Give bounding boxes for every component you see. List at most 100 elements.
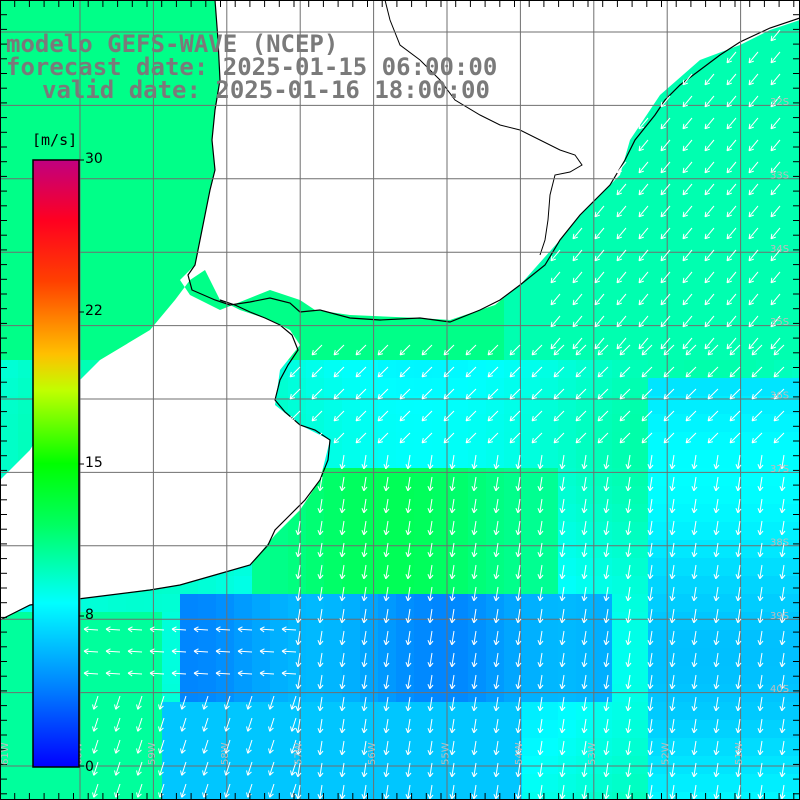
wind-vector-arrow — [669, 454, 676, 470]
wind-vector-arrow — [449, 718, 456, 734]
wind-vector-arrow — [399, 366, 411, 378]
wind-vector-arrow — [735, 740, 742, 756]
wind-vector-arrow — [259, 670, 275, 677]
wind-vector-arrow — [713, 718, 720, 734]
wind-vector-arrow — [751, 432, 763, 444]
wind-vector-arrow — [399, 344, 411, 356]
wind-vector-arrow — [289, 366, 301, 378]
wind-vector-arrow — [333, 432, 345, 444]
wind-vector-arrow — [493, 652, 500, 668]
wind-vector-arrow — [339, 674, 346, 690]
wind-vector-arrow — [726, 271, 737, 284]
wind-vector-arrow — [487, 344, 499, 356]
wind-vector-arrow — [704, 139, 715, 152]
wind-vector-arrow — [641, 388, 653, 400]
wind-vector-arrow — [647, 542, 654, 558]
lon-label: 56W — [367, 742, 378, 765]
wind-vector-arrow — [471, 762, 478, 778]
wind-vector-arrow — [685, 388, 697, 400]
wind-vector-arrow — [405, 630, 412, 646]
wind-vector-arrow — [770, 161, 781, 174]
wind-vector-arrow — [465, 344, 477, 356]
wind-vector-arrow — [757, 520, 764, 536]
wind-vector-arrow — [515, 520, 522, 536]
wind-vector-arrow — [383, 476, 390, 492]
title-model: modelo GEFS-WAVE (NCEP) — [6, 30, 339, 58]
wind-vector-arrow — [603, 740, 610, 756]
wind-vector-arrow — [92, 739, 99, 754]
wind-vector-arrow — [575, 410, 587, 422]
wind-vector-arrow — [594, 337, 605, 350]
wind-vector-arrow — [735, 454, 742, 470]
colorbar-units: [m/s] — [32, 131, 78, 149]
wind-vector-arrow — [619, 366, 631, 378]
wind-vector-arrow — [224, 739, 231, 754]
wind-vector-arrow — [180, 739, 187, 754]
wind-vector-arrow — [660, 95, 671, 108]
wind-vector-arrow — [559, 674, 566, 690]
wind-vector-arrow — [246, 739, 253, 754]
wind-vector-arrow — [603, 608, 610, 624]
wind-vector-arrow — [290, 739, 297, 754]
wind-vector-arrow — [616, 271, 627, 284]
wind-vector-arrow — [92, 717, 99, 732]
wind-vector-arrow — [311, 388, 323, 400]
wind-vector-arrow — [339, 740, 346, 756]
wind-vector-arrow — [713, 674, 720, 690]
wind-vector-arrow — [443, 388, 455, 400]
wind-vector-arrow — [625, 652, 632, 668]
wind-vector-arrow — [290, 695, 297, 710]
wind-vector-arrow — [572, 293, 583, 306]
wind-vector-arrow — [290, 761, 297, 776]
wind-vector-arrow — [603, 520, 610, 536]
wind-vector-arrow — [537, 454, 544, 470]
wind-vector-arrow — [449, 476, 456, 492]
wind-vector-arrow — [127, 648, 143, 655]
wind-vector-arrow — [779, 476, 786, 492]
wind-vector-arrow — [449, 630, 456, 646]
wind-vector-arrow — [405, 586, 412, 602]
wind-vector-arrow — [726, 161, 737, 174]
wind-vector-arrow — [281, 626, 297, 633]
wind-vector-arrow — [383, 564, 390, 580]
wind-vector-arrow — [726, 73, 737, 86]
wind-vector-arrow — [647, 608, 654, 624]
wind-vector-arrow — [295, 740, 302, 756]
colorbar-ticks — [79, 159, 84, 767]
wind-vector-arrow — [660, 337, 671, 350]
wind-vector-arrow — [427, 498, 434, 514]
wind-vector-arrow — [290, 717, 297, 732]
wind-vector-arrow — [660, 249, 671, 262]
wind-vector-arrow — [361, 718, 368, 734]
wind-vector-arrow — [281, 670, 297, 677]
wind-vector-arrow — [339, 652, 346, 668]
wind-vector-arrow — [427, 542, 434, 558]
lat-label: 38S — [770, 537, 789, 548]
lat-label: 34S — [770, 244, 789, 255]
wind-vector-arrow — [559, 784, 566, 800]
wind-vector-arrow — [641, 344, 653, 356]
wind-vector-arrow — [726, 315, 737, 328]
wind-vector-arrow — [449, 454, 456, 470]
wind-vector-arrow — [770, 293, 781, 306]
lat-label: 39S — [770, 611, 789, 622]
wind-vector-arrow — [625, 564, 632, 580]
wind-vector-arrow — [377, 432, 389, 444]
wind-vector-arrow — [647, 652, 654, 668]
wind-vector-arrow — [224, 717, 231, 732]
wind-vector-arrow — [215, 648, 231, 655]
wind-vector-arrow — [515, 696, 522, 712]
wind-vector-arrow — [726, 227, 737, 240]
wind-vector-arrow — [603, 476, 610, 492]
wind-vector-arrow — [553, 410, 565, 422]
wind-vector-arrow — [572, 249, 583, 262]
wind-vector-arrow — [515, 542, 522, 558]
wind-vector-arrow — [663, 432, 675, 444]
wind-vector-arrow — [704, 161, 715, 174]
wind-vector-arrow — [531, 366, 543, 378]
wind-vector-arrow — [704, 249, 715, 262]
wind-vector-arrow — [779, 608, 786, 624]
wind-vector-arrow — [726, 205, 737, 218]
wind-vector-arrow — [757, 586, 764, 602]
wind-vector-arrow — [597, 366, 609, 378]
